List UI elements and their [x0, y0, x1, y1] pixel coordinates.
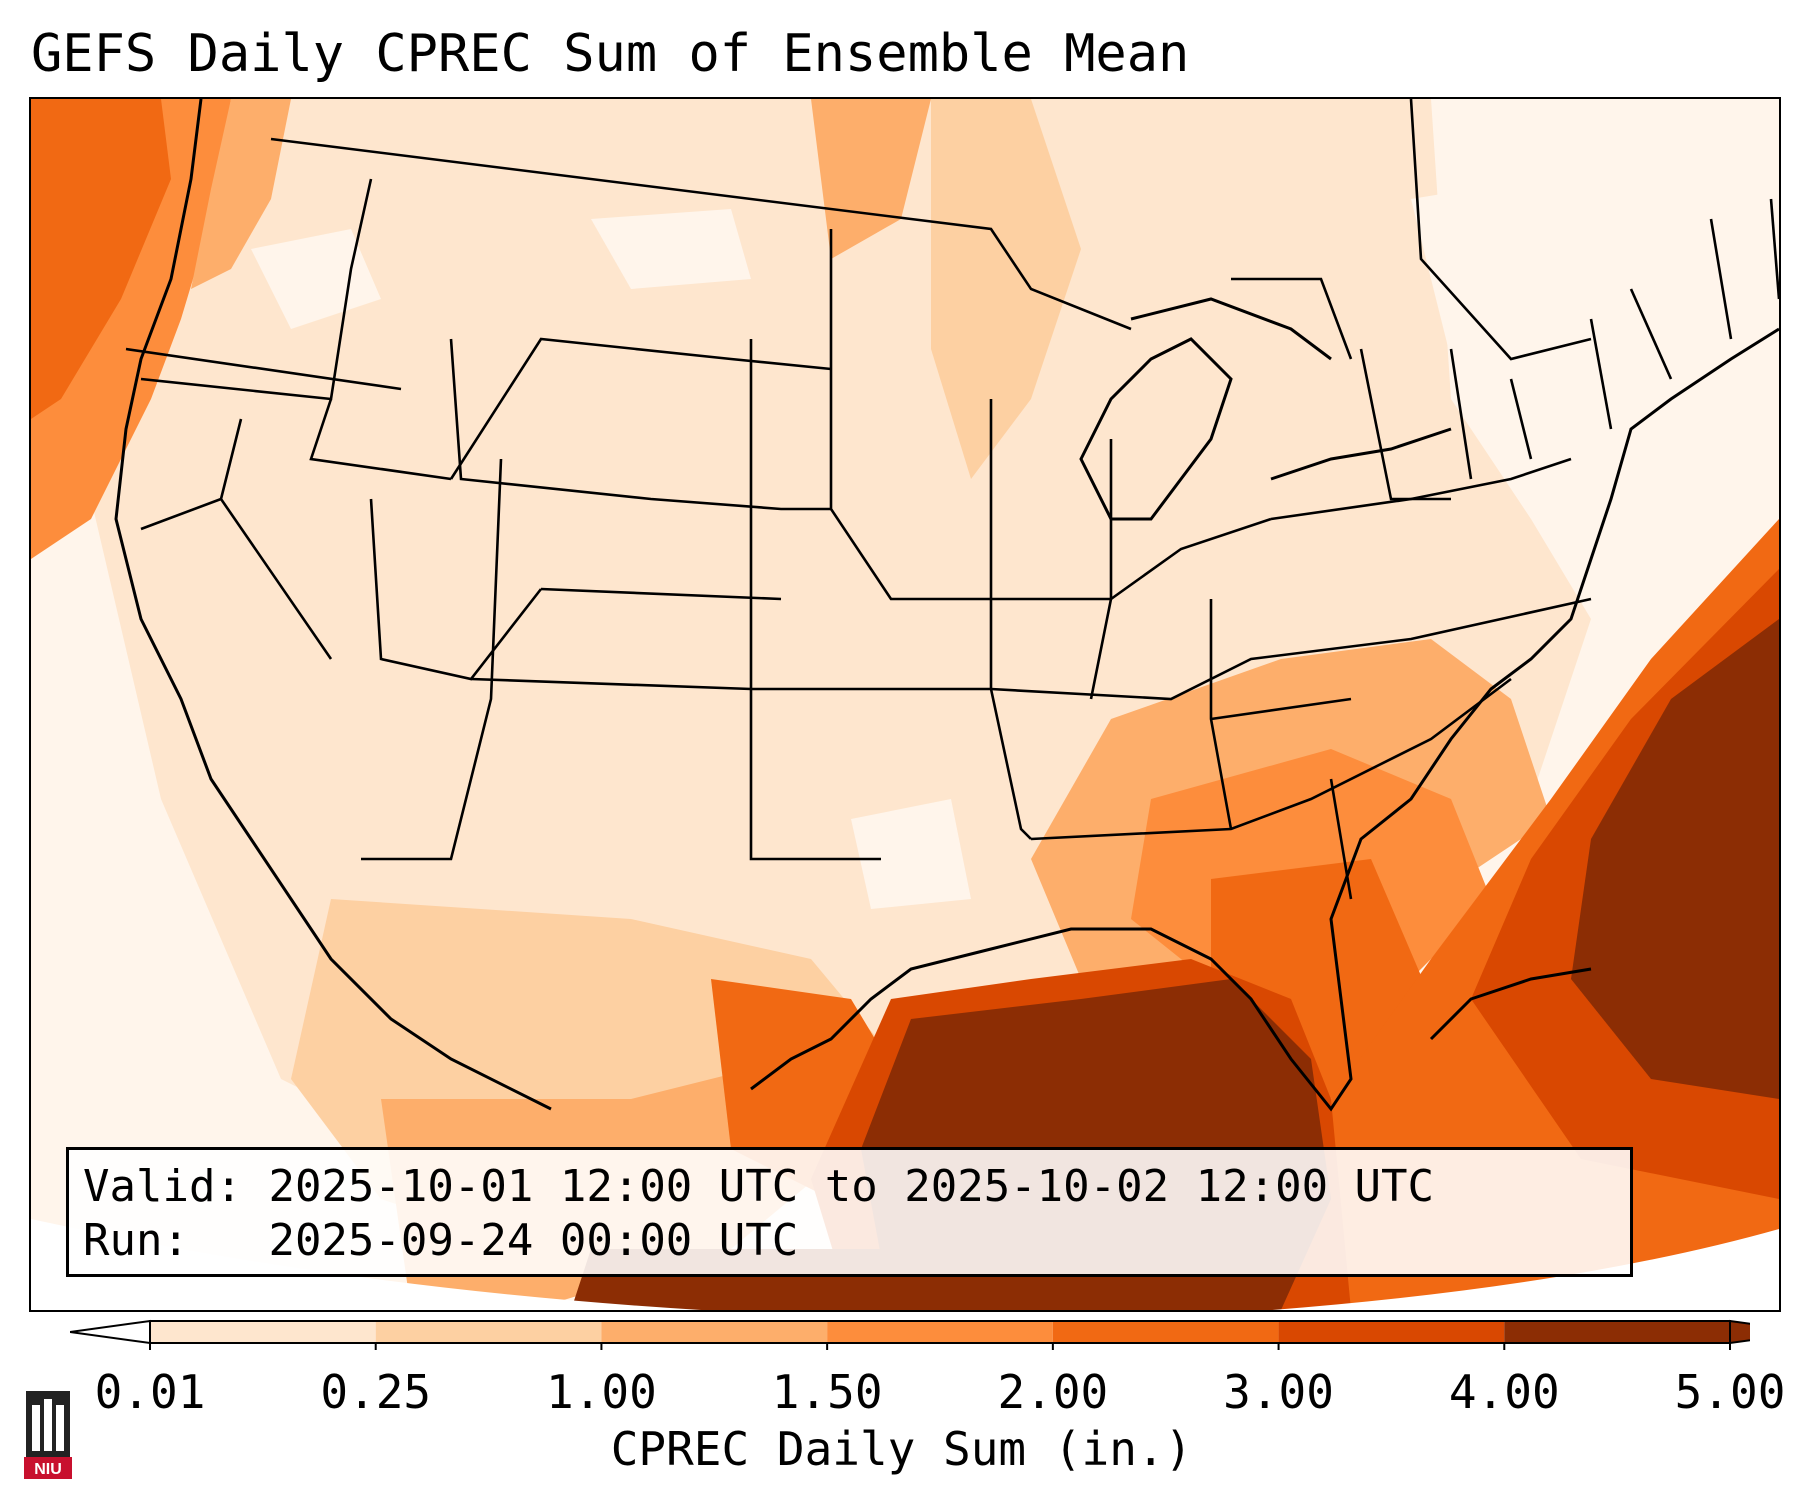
info-box: Valid: 2025-10-01 12:00 UTC to 2025-10-0…: [66, 1147, 1633, 1277]
colorbar-label: CPREC Daily Sum (in.): [610, 1422, 1193, 1476]
colorbar-max-arrow: [1729, 1319, 1803, 1345]
colorbar-tick-label: 1.50: [771, 1365, 883, 1419]
colorbar-segment: [375, 1321, 602, 1343]
colorbar-segment: [601, 1321, 828, 1343]
colorbar-segment: [827, 1321, 1053, 1343]
colorbar: [69, 1310, 1803, 1354]
map-canvas: [31, 99, 1779, 1310]
niu-logo-icon: NIU: [20, 1385, 76, 1481]
precip-map: [29, 97, 1781, 1312]
colorbar-segment: [1052, 1321, 1279, 1343]
run-value: 2025-09-24 00:00 UTC: [268, 1215, 799, 1266]
colorbar-segment: [150, 1321, 376, 1343]
colorbar-tick-label: 4.00: [1448, 1365, 1560, 1419]
colorbar-tick-label: 2.00: [997, 1365, 1109, 1419]
colorbar-tick-labels: 0.01 0.25 1.00 1.50 2.00 3.00 4.00 5.00: [0, 1365, 1803, 1425]
map-title: GEFS Daily CPREC Sum of Ensemble Mean: [31, 24, 1190, 84]
colorbar-svg: [69, 1319, 1803, 1350]
colorbar-tick-label: 0.25: [320, 1365, 432, 1419]
colorbar-min-arrow: [69, 1319, 151, 1345]
valid-label: Valid:: [83, 1161, 242, 1212]
logo-text: NIU: [34, 1461, 62, 1478]
colorbar-tick-label: 1.00: [546, 1365, 657, 1419]
colorbar-segment: [1504, 1321, 1730, 1343]
colorbar-segment: [1278, 1321, 1505, 1343]
colorbar-tick-label: 0.01: [94, 1365, 206, 1419]
valid-value: 2025-10-01 12:00 UTC to 2025-10-02 12:00…: [268, 1161, 1435, 1212]
run-label: Run:: [83, 1215, 189, 1266]
colorbar-tick-label: 5.00: [1674, 1365, 1786, 1419]
colorbar-tick-label: 3.00: [1223, 1365, 1334, 1419]
